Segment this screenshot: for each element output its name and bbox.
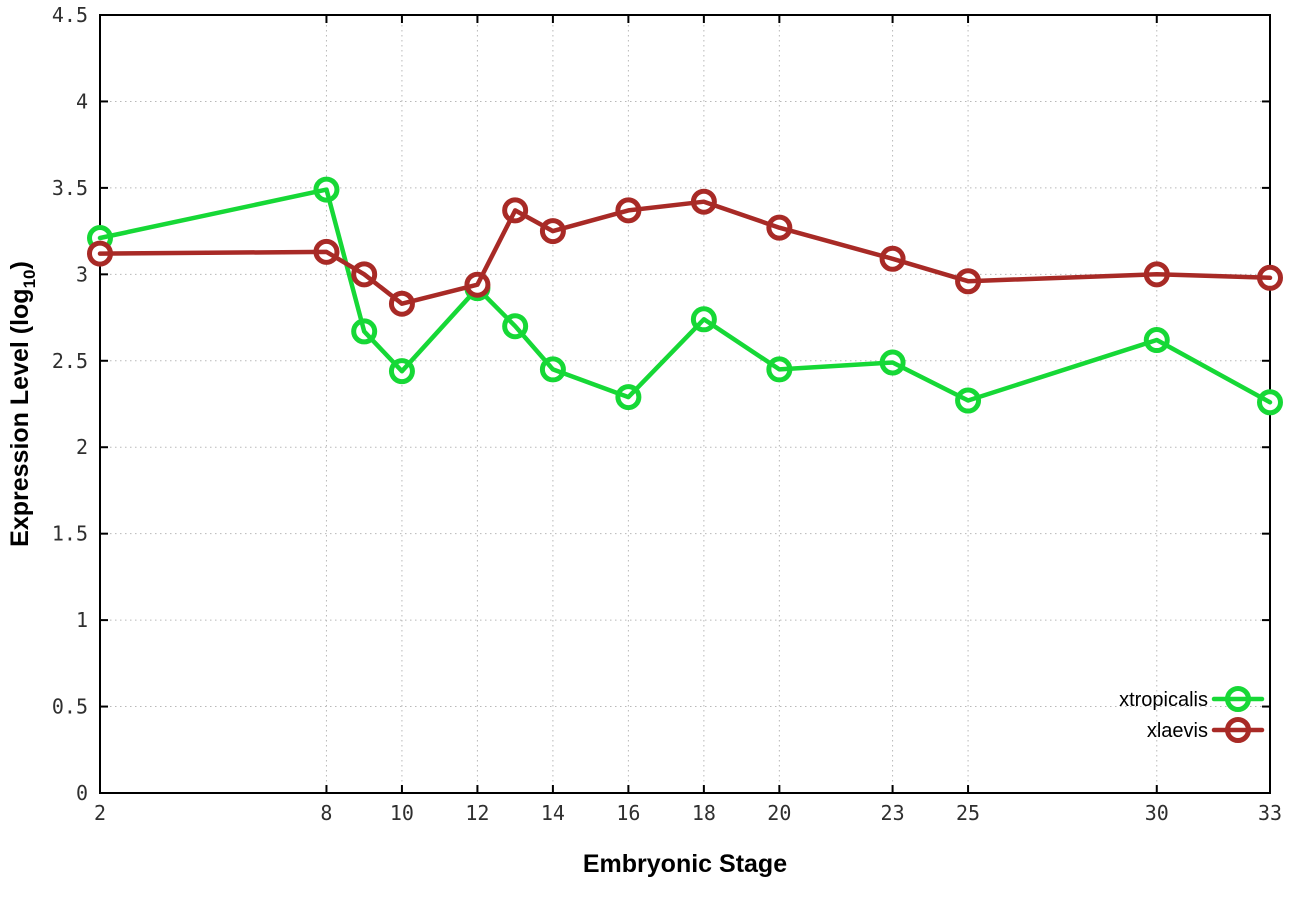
- data-point-xlaevis-13: [502, 197, 529, 224]
- y-tick-label: 0.5: [52, 695, 88, 719]
- data-point-xtropicalis-18: [690, 306, 717, 333]
- data-point-xlaevis-25: [955, 268, 982, 295]
- y-tick-label: 4: [76, 89, 88, 113]
- data-point-xlaevis-9: [351, 261, 378, 288]
- data-point-xtropicalis-8: [313, 176, 340, 203]
- legend-label: xtropicalis: [1119, 689, 1208, 711]
- data-point-xtropicalis-9: [351, 318, 378, 345]
- x-axis-title: Embryonic Stage: [583, 850, 787, 878]
- data-point-xtropicalis-23: [879, 349, 906, 376]
- x-tick-label: 33: [1258, 801, 1282, 825]
- x-tick-label: 30: [1145, 801, 1169, 825]
- y-tick-label: 4.5: [52, 3, 88, 27]
- data-point-xlaevis-33: [1257, 264, 1283, 291]
- series-line: [97, 187, 1273, 405]
- x-tick-label: 14: [541, 801, 565, 825]
- x-tick-label: 10: [390, 801, 414, 825]
- data-point-xtropicalis-16: [615, 384, 642, 411]
- series-line: [97, 199, 1273, 306]
- x-tick-label: 12: [465, 801, 489, 825]
- y-tick-label: 2: [76, 435, 88, 459]
- data-point-xtropicalis-30: [1143, 327, 1170, 354]
- y-axis-title: Expression Level (log10): [6, 261, 39, 547]
- gridlines: [100, 15, 1270, 793]
- data-point-xlaevis-14: [539, 218, 566, 245]
- data-point-xlaevis-12: [464, 271, 491, 298]
- data-point-xtropicalis-20: [766, 356, 793, 383]
- y-tick-label: 1.5: [52, 522, 88, 546]
- data-point-xlaevis-2: [87, 240, 113, 267]
- legend-entry-xlaevis: xlaevis: [1147, 717, 1265, 743]
- x-tick-label: 20: [767, 801, 791, 825]
- x-tick-label: 8: [320, 801, 332, 825]
- plot-frame: [99, 14, 1271, 794]
- tick-labels: 2 8 10 12 14 16 18 20 23 25 30 33 0 0.5 1 1.5 2 2.5 3 3.5 4 4…: [52, 3, 1282, 825]
- data-point-xlaevis-18: [690, 188, 717, 215]
- legend-label: xlaevis: [1147, 720, 1208, 742]
- data-point-xlaevis-16: [615, 197, 642, 224]
- data-point-xtropicalis-14: [539, 356, 566, 383]
- legend-marker-xtropicalis: [1225, 686, 1251, 712]
- x-tick-label: 25: [956, 801, 980, 825]
- data-point-xlaevis-20: [766, 214, 793, 241]
- legend-entry-xtropicalis: xtropicalis: [1119, 686, 1265, 712]
- x-tick-label: 16: [616, 801, 640, 825]
- data-point-xlaevis-8: [313, 238, 340, 265]
- plot-border: [99, 14, 1271, 794]
- data-point-xtropicalis-33: [1257, 389, 1283, 416]
- data-point-xlaevis-30: [1143, 261, 1170, 288]
- data-point-xtropicalis-25: [955, 387, 982, 414]
- series-xtropicalis: [87, 176, 1283, 416]
- data-point-xtropicalis-10: [388, 358, 415, 385]
- data-point-xlaevis-23: [879, 245, 906, 272]
- axis-ticks: [99, 14, 1271, 794]
- y-tick-label: 0: [76, 781, 88, 805]
- y-tick-label: 2.5: [52, 349, 88, 373]
- data-point-xtropicalis-13: [502, 313, 529, 340]
- y-tick-label: 3: [76, 262, 88, 286]
- y-tick-label: 1: [76, 608, 88, 632]
- y-tick-label: 3.5: [52, 176, 88, 200]
- x-tick-label: 18: [692, 801, 716, 825]
- data-point-xlaevis-10: [388, 290, 415, 317]
- data-series: [87, 176, 1283, 416]
- series-xlaevis: [87, 188, 1283, 317]
- x-tick-label: 23: [881, 801, 905, 825]
- legend: xtropicalis xlaevis: [1119, 686, 1265, 743]
- x-tick-label: 2: [94, 801, 106, 825]
- legend-marker-xlaevis: [1225, 717, 1251, 743]
